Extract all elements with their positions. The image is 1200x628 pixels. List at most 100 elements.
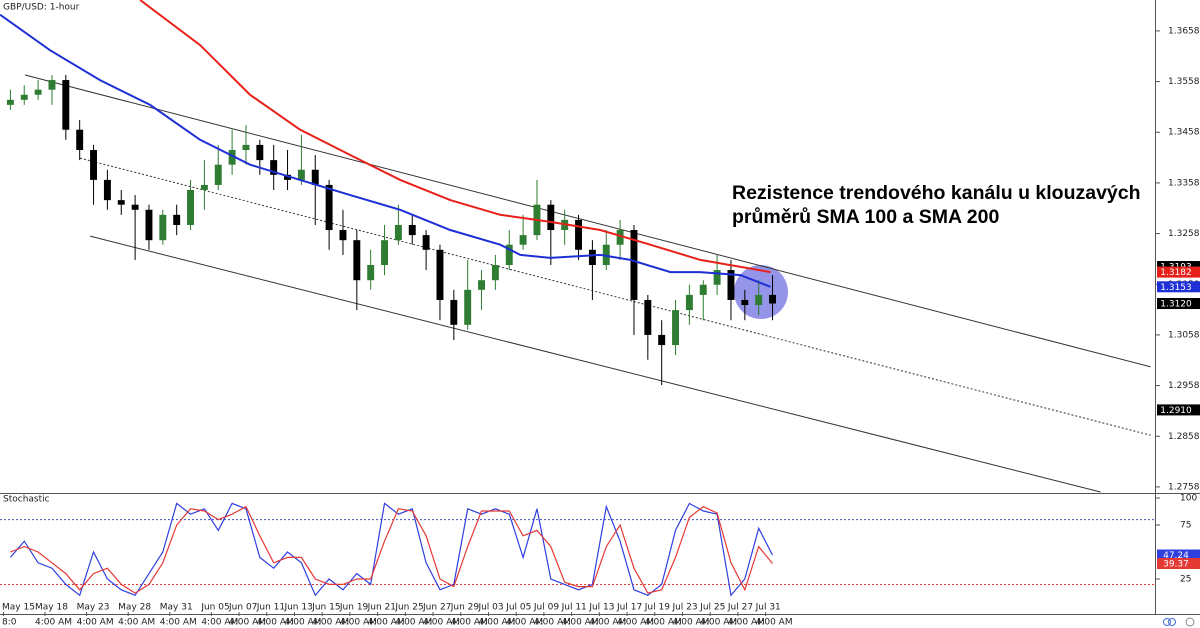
candle-body xyxy=(658,334,666,346)
x-tick-label: Jul 13 xyxy=(588,603,614,613)
x-time-label: 4:00 AM xyxy=(201,618,238,628)
y-tick-label: 1.2758 xyxy=(1168,482,1200,492)
y-tick-label: 100 xyxy=(1180,493,1197,503)
panel-title: Stochastic xyxy=(3,495,50,505)
title-bg xyxy=(0,0,66,13)
price-badge-label: 1.3153 xyxy=(1160,283,1192,293)
price-badge-label: 1.2910 xyxy=(1160,406,1192,416)
candle-body xyxy=(575,219,583,250)
candle-body xyxy=(145,209,153,241)
candle-body xyxy=(755,294,763,306)
x-tick-label: Jun 27 xyxy=(422,603,451,613)
price-badge-label: 1.3120 xyxy=(1160,300,1192,310)
candle-body xyxy=(491,265,499,281)
candle-body xyxy=(588,249,596,266)
candle-body xyxy=(741,299,749,306)
series-line xyxy=(10,505,773,594)
price-badge xyxy=(1157,261,1200,273)
candle-body xyxy=(6,99,14,105)
candle-body xyxy=(20,94,28,100)
x-tick-label: Jun 25 xyxy=(394,603,423,613)
x-time-label: 4:00 AM xyxy=(700,618,737,628)
x-time-label: 4:00 AM xyxy=(229,618,266,628)
x-tick-label: Jun 05 xyxy=(200,603,229,613)
y-tick-label: 1.3358 xyxy=(1168,178,1200,188)
candle-body xyxy=(630,230,638,300)
candle-body xyxy=(422,235,430,250)
y-tick-label: 25 xyxy=(1180,575,1191,585)
price-badge-label: 39.37 xyxy=(1163,560,1189,570)
channel-line xyxy=(89,235,1101,493)
candle-body xyxy=(727,270,735,300)
candle-body xyxy=(228,149,236,165)
x-time-label: 4:00 AM xyxy=(451,618,488,628)
x-tick-label: Jun 11 xyxy=(256,603,285,613)
candle-body xyxy=(519,235,527,245)
chart-title: GBP/USD: 1-hour xyxy=(3,3,80,13)
x-time-label: 4:00 AM xyxy=(589,618,626,628)
x-tick-label: May 23 xyxy=(77,603,110,613)
x-tick-label: Jul 27 xyxy=(727,603,753,613)
candle-body xyxy=(769,294,777,304)
icon[interactable] xyxy=(1185,617,1195,627)
candle-body xyxy=(672,310,680,346)
candle-body xyxy=(117,200,125,205)
candle-body xyxy=(103,179,111,201)
candle-body xyxy=(339,230,347,241)
candle-body xyxy=(187,190,195,225)
icon[interactable] xyxy=(1163,618,1171,626)
price-badge xyxy=(1157,549,1200,561)
x-time-label: 4:00 AM xyxy=(672,618,709,628)
annotation: Rezistence trendového kanálu u klouzavýc… xyxy=(732,182,1141,204)
candle-body xyxy=(48,80,56,90)
x-time-label: 4:00 AM xyxy=(423,618,460,628)
candle-body xyxy=(644,299,652,335)
x-time-label: 4:00 AM xyxy=(257,618,294,628)
x-tick-label: Jul 05 xyxy=(505,603,531,613)
icon[interactable] xyxy=(1168,618,1176,626)
y-tick-label: 1.3258 xyxy=(1168,229,1200,239)
x-time-label: 4:00 AM xyxy=(506,618,543,628)
x-tick-label: Jun 07 xyxy=(228,603,257,613)
x-tick-label: May 18 xyxy=(35,603,68,613)
x-time-label: 4:00 AM xyxy=(395,618,432,628)
x-tick-label: Jul 25 xyxy=(699,603,725,613)
x-tick-label: May 28 xyxy=(118,603,151,613)
price-badge-label: 47.24 xyxy=(1163,551,1189,561)
x-time-label: 4:00 AM xyxy=(368,618,405,628)
x-time-label: 4:00 AM xyxy=(160,618,197,628)
y-tick-label: 1.3458 xyxy=(1168,128,1200,138)
candle-body xyxy=(256,144,264,161)
x-tick-label: Jul 09 xyxy=(533,603,559,613)
price-badge xyxy=(1157,558,1200,570)
price-badge xyxy=(1157,404,1200,416)
candle-body xyxy=(713,270,721,285)
bottom-icons xyxy=(1163,617,1195,627)
x-tick-label: Jul 19 xyxy=(644,603,670,613)
series-line xyxy=(139,0,771,274)
candle-body xyxy=(353,240,361,281)
channel-line xyxy=(24,74,1151,368)
highlight-circle xyxy=(734,265,788,319)
candle-body xyxy=(242,144,250,150)
candle-body xyxy=(76,129,84,150)
y-tick-label: 75 xyxy=(1180,521,1191,531)
candle-body xyxy=(699,284,707,295)
y-tick-label: 1.2858 xyxy=(1168,432,1200,442)
channel-line xyxy=(79,157,1151,436)
candle-body xyxy=(90,149,98,180)
x-tick-label: Jul 31 xyxy=(755,603,781,613)
x-time-label: 4:00 AM xyxy=(728,618,765,628)
x-time-label: 4:00 AM xyxy=(645,618,682,628)
y-tick-label: 1.3058 xyxy=(1168,330,1200,340)
price-badge xyxy=(1157,298,1200,310)
candle-body xyxy=(408,224,416,236)
price-badge xyxy=(1157,266,1200,278)
x-tick-label: Jun 21 xyxy=(367,603,396,613)
candle-body xyxy=(325,184,333,231)
x-tick-label: Jun 19 xyxy=(339,603,369,613)
x-time-label: 4:00 AM xyxy=(756,618,793,628)
candle-body xyxy=(685,294,693,311)
